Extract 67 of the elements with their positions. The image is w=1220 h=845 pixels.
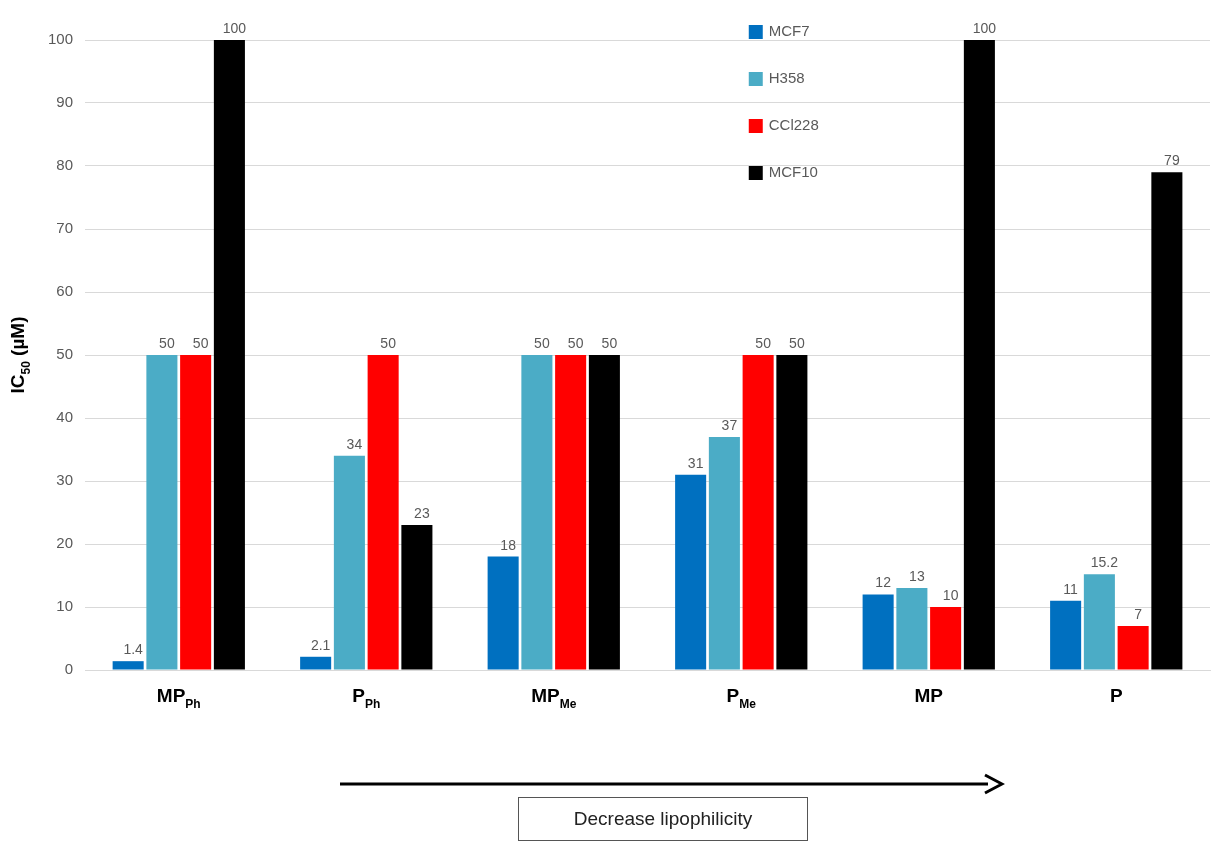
y-tick-label: 0 [64, 660, 74, 678]
bar [708, 436, 740, 670]
data-label: 50 [534, 335, 550, 351]
y-tick-label: 10 [56, 597, 74, 615]
y-axis-title: IC50 (µM) [7, 316, 33, 394]
legend-label: H358 [768, 69, 805, 87]
bar [367, 355, 399, 670]
bar [742, 355, 774, 670]
data-label: 50 [192, 335, 209, 351]
bar [776, 355, 808, 670]
data-label: 31 [687, 454, 704, 471]
x-tick-label: P [1109, 685, 1123, 706]
y-tick-label: 80 [56, 156, 74, 174]
bar [675, 474, 707, 670]
bar [146, 355, 178, 670]
data-label: 15.2 [1090, 554, 1119, 571]
data-label: 37 [721, 416, 738, 433]
data-label: 100 [222, 20, 247, 36]
bar [180, 355, 212, 670]
data-label: 50 [380, 335, 397, 351]
bar [401, 525, 433, 670]
y-tick-label: 30 [56, 471, 74, 489]
bar [213, 40, 245, 670]
data-label: 50 [567, 335, 584, 351]
data-label: 13 [909, 568, 925, 585]
x-tick-label: MP [914, 685, 944, 706]
data-label: 50 [601, 335, 618, 351]
y-tick-label: 20 [56, 534, 74, 552]
legend-label: CCl228 [768, 116, 819, 134]
text: Decrease lipophilicity [518, 797, 808, 841]
bar [1083, 574, 1115, 670]
data-label: 50 [159, 335, 175, 351]
data-label: 12 [875, 574, 892, 591]
data-label: 7 [1134, 605, 1143, 622]
legend-label: MCF7 [768, 22, 810, 40]
bar [1117, 625, 1149, 670]
bar [963, 40, 995, 670]
data-label: 100 [972, 20, 997, 36]
data-label: 1.4 [123, 641, 144, 658]
bar [487, 556, 519, 670]
bar [862, 594, 894, 670]
data-label: 2.1 [310, 636, 331, 653]
bar [112, 661, 144, 670]
legend-label: MCF10 [768, 163, 818, 181]
data-label: 50 [755, 335, 772, 351]
data-label: 11 [1063, 580, 1079, 597]
data-label: 50 [789, 335, 805, 351]
bar [555, 355, 587, 670]
y-tick-label: 90 [56, 93, 74, 111]
y-tick-label: 50 [56, 345, 74, 363]
data-label: 79 [1164, 152, 1180, 169]
bar [521, 355, 553, 670]
y-tick-label: 70 [56, 219, 74, 237]
bar [930, 607, 962, 670]
bar [896, 588, 928, 670]
bar [333, 455, 365, 670]
bar [1151, 172, 1183, 670]
data-label: 10 [942, 587, 959, 603]
bar [1050, 600, 1082, 670]
y-tick-label: 100 [48, 30, 74, 48]
y-tick-label: 40 [56, 408, 74, 426]
data-label: 34 [346, 435, 363, 452]
y-tick-label: 60 [56, 282, 74, 300]
data-label: 23 [414, 505, 430, 522]
bar [300, 656, 332, 670]
data-label: 18 [500, 536, 517, 553]
bar [588, 355, 620, 670]
